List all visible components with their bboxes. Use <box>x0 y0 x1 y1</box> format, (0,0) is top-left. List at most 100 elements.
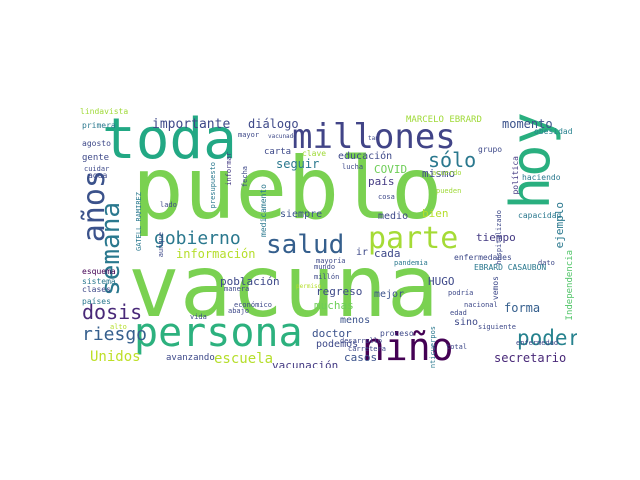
word-desarrollo: desarrollo <box>340 337 383 345</box>
word-unidos: Unidos <box>90 349 141 365</box>
word-mismo: mismo <box>422 167 456 180</box>
word-tan: tan <box>368 135 379 142</box>
word-carta: carta <box>264 147 292 157</box>
word-toda: toda <box>102 108 237 172</box>
word-pandemia: pandemia <box>394 259 428 267</box>
word-esquema: esquema <box>82 267 116 276</box>
word-bien: bien <box>422 207 449 220</box>
word-carretera: carretera <box>348 345 386 353</box>
word-podria: podría <box>448 289 474 297</box>
word-siguiente: siguiente <box>478 323 516 331</box>
word-gobierno: gobierno <box>154 228 241 249</box>
word-vacuna: vacuna <box>128 237 439 337</box>
word-acuerdo: acuerdo <box>432 169 462 177</box>
word-tiempo: tiempo <box>476 231 516 244</box>
word-cuidar: cuidar <box>84 165 110 173</box>
word-permiso: permiso <box>296 283 322 290</box>
word-abajo: abajo <box>228 307 250 315</box>
word-edad: edad <box>450 309 467 317</box>
word-informacion: información <box>176 247 256 261</box>
word-millones: millones <box>292 117 456 157</box>
word-pais: país <box>368 175 395 188</box>
word-escuela: escuela <box>214 351 274 367</box>
word-importante: importante <box>152 117 231 132</box>
word-lindavista: lindavista <box>80 108 129 116</box>
word-sino: sino <box>454 317 479 328</box>
word-agosto: agosto <box>82 139 111 148</box>
word-capacidad: capacidad <box>518 211 562 220</box>
word-nino: niño <box>362 325 454 368</box>
word-alto: alto <box>110 323 127 331</box>
word-doctor: doctor <box>312 327 352 340</box>
word-avanzando: avanzando <box>166 353 215 363</box>
word-nacional: nacional <box>464 301 498 309</box>
word-fecha: fecha <box>241 166 249 188</box>
word-clave: clave <box>302 149 327 158</box>
word-millon: millón <box>314 273 340 281</box>
word-dialogo: diálogo <box>248 117 299 131</box>
word-educacion: educación <box>338 151 393 162</box>
word-mayor: mayor <box>238 131 260 139</box>
word-primera: primera <box>82 121 116 130</box>
word-mejor: mejor <box>374 289 405 300</box>
word-presupuesto: presupuesto <box>209 162 217 209</box>
word-grupo: grupo <box>478 145 503 154</box>
word-obesidad: obesidad <box>534 127 573 136</box>
word-ebrard-casaubon: EBRARD CASAUBON <box>474 263 547 272</box>
word-gente: gente <box>82 153 110 163</box>
word-muchas: muchas <box>314 299 354 312</box>
word-vida: vida <box>190 313 207 321</box>
word-medicamento: medicamento <box>259 184 268 237</box>
word-covid: COVID <box>374 163 408 176</box>
word-enfermedades: enfermedades <box>454 253 512 262</box>
word-vacunacion: vacunación <box>272 359 339 368</box>
word-poder: poder <box>517 326 577 350</box>
word-solo: sólo <box>428 148 477 172</box>
word-persona: persona <box>134 310 303 356</box>
word-seguir: seguir <box>276 157 320 171</box>
word-siempre: siempre <box>280 209 323 220</box>
word-pueblo: pueblo <box>132 139 443 239</box>
word-vemos: vemos <box>491 276 500 301</box>
word-cosa: cosa <box>378 193 395 201</box>
word-hugo: HUGO <box>428 275 455 288</box>
word-vacunado: vacunado <box>268 133 297 140</box>
word-cloud: vacuna pueblo toda persona millones hoy niño añ… <box>80 108 577 368</box>
word-proceso: proceso <box>380 329 414 338</box>
word-medio: medio <box>378 211 409 222</box>
word-menos: menos <box>340 315 371 326</box>
word-marcelo-ebrard: MARCELO EBRARD <box>406 115 482 125</box>
word-enfermedad: enfermedad <box>516 339 559 347</box>
word-parte: parte <box>368 221 459 256</box>
word-dosis: dosis <box>82 300 143 324</box>
word-anticuerpos: anticuerpos <box>429 326 437 368</box>
word-ir: ir <box>356 247 369 258</box>
word-economico: económico <box>234 301 272 309</box>
word-sistema: sistema <box>82 277 116 286</box>
word-agua: agua <box>88 171 108 180</box>
word-lucha: lucha <box>342 163 364 171</box>
word-clases: clases <box>82 285 111 294</box>
word-poblacion: población <box>220 275 280 288</box>
word-politica: política <box>511 156 520 195</box>
word-aunque: aunque <box>157 232 165 258</box>
word-total: total <box>446 343 468 351</box>
word-dato: dato <box>538 259 555 267</box>
word-regreso: regreso <box>316 285 363 298</box>
word-paises: países <box>82 297 111 306</box>
word-forma: forma <box>504 301 541 315</box>
word-secretario: secretario <box>494 351 567 365</box>
word-informar: informar <box>225 152 233 186</box>
word-cada: cada <box>374 247 401 260</box>
word-independencia: Independencia <box>565 250 575 321</box>
word-pueden: pueden <box>436 187 462 195</box>
word-riesgo: riesgo <box>82 324 148 345</box>
word-lado: lado <box>160 201 177 209</box>
word-mundo: mundo <box>314 263 336 271</box>
word-gatell-ramirez: GATELL RAMIREZ <box>135 192 143 252</box>
word-salud: salud <box>266 230 345 260</box>
word-ejemplo: ejemplo <box>553 202 566 249</box>
word-mayoria: mayoría <box>316 257 346 265</box>
word-manera: manera <box>224 285 250 293</box>
word-casos: casos <box>344 351 378 364</box>
